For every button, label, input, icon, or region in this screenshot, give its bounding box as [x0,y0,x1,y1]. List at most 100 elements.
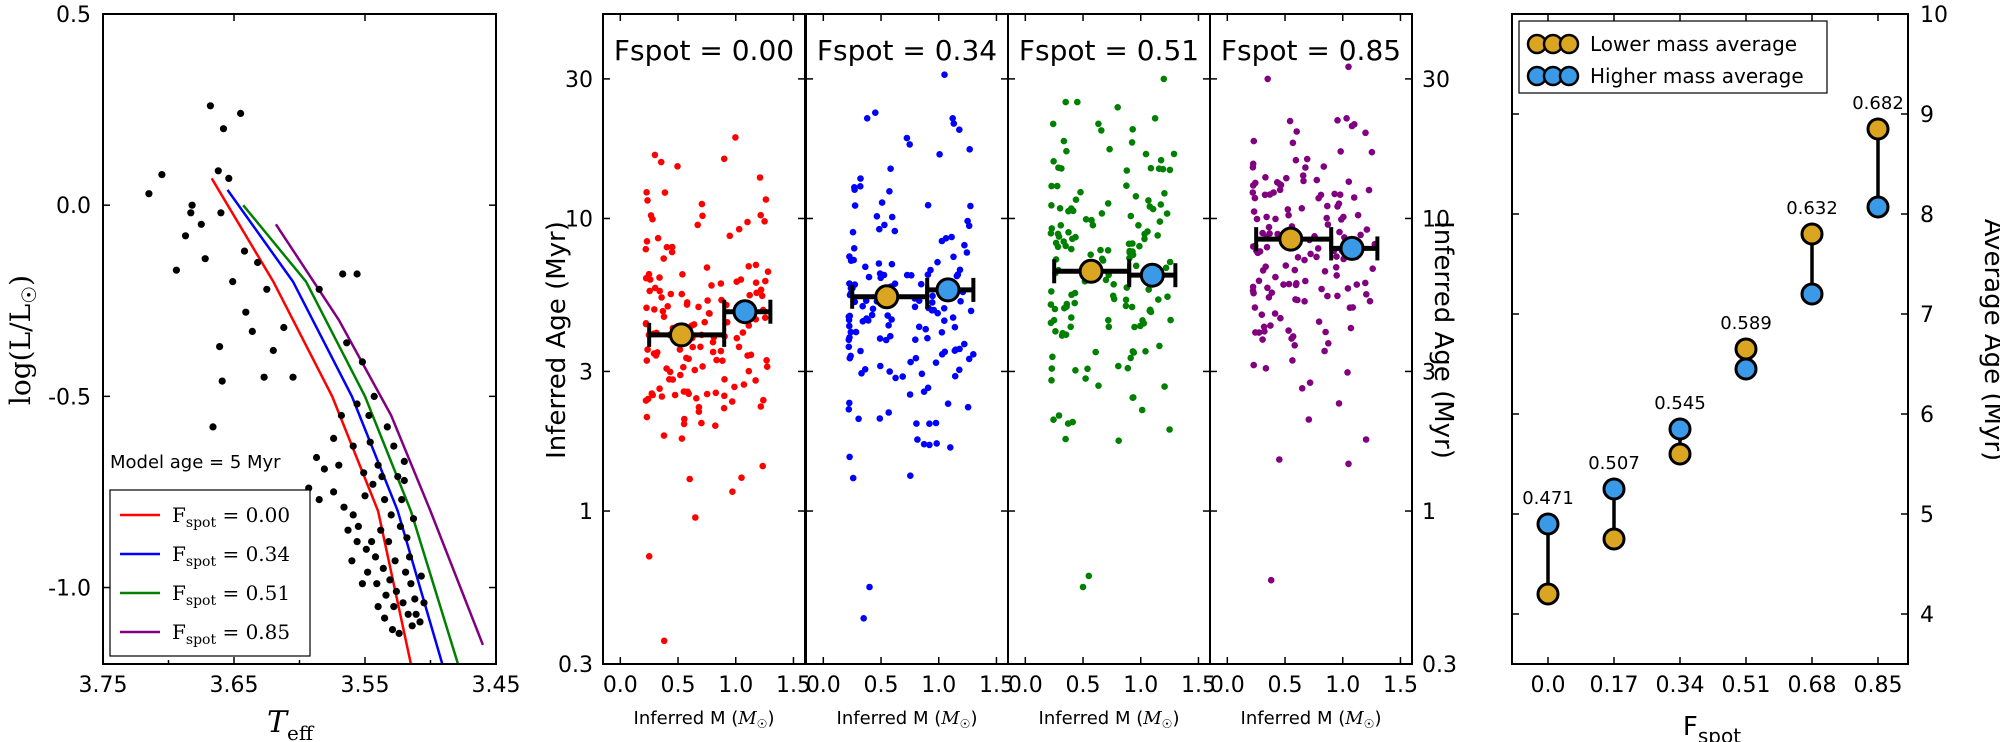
age-point [1264,284,1271,292]
age-xtick-label: 1.5 [1181,673,1216,698]
age-point [940,305,948,312]
age-point [1291,342,1298,349]
age-point [941,71,948,78]
age-point [1123,182,1130,189]
age-point [1354,211,1362,219]
age-point [752,377,759,384]
age-point [850,245,858,252]
hr-legend-label-1: Fspot = 0.34 [172,542,290,570]
age-point [965,222,973,230]
age-point [865,273,873,281]
age-point [728,398,736,405]
star-point [383,423,391,431]
age-point [686,475,693,483]
age-panel-frame [602,13,806,665]
hr-legend-prefix: F [172,581,186,605]
star-point [364,568,372,576]
higher-mass-average-point [1536,512,1560,536]
age-point [1271,310,1279,317]
age-xlabel-sun: ☉ [1162,717,1173,731]
age-point [1109,292,1117,300]
age-point [1127,212,1135,220]
age-point [1161,383,1168,390]
age-point [651,151,659,159]
age-point [1313,253,1320,261]
age-point [1336,228,1343,236]
age-point [1064,420,1072,427]
age-point [1147,164,1155,172]
age-point [644,197,651,204]
age-point [1305,416,1313,423]
age-point [1265,223,1273,231]
age-point [950,120,958,127]
age-point [733,334,741,342]
star-point [405,553,414,561]
age-ytick-label-left: 1 [579,500,593,525]
age-point [1345,178,1353,185]
age-point [1048,182,1055,190]
age-point [875,260,883,267]
star-point [403,534,411,542]
avg-legend-marker-0 [1558,33,1580,55]
age-point [956,126,963,133]
star-point [400,457,408,465]
age-point [1289,357,1296,364]
star-point [312,453,321,462]
age-xlabel-prefix: Inferred M ( [1241,708,1346,729]
star-point [407,580,415,588]
age-point [926,441,933,449]
age-point [1132,193,1140,200]
age-point [1149,205,1157,213]
star-point [368,538,376,546]
age-xlabel-m: M [1142,708,1162,729]
age-point [941,317,948,325]
age-point [888,260,896,268]
age-point [759,462,766,470]
age-point [884,312,891,319]
hr-xtick-label: 3.55 [341,673,390,698]
age-point [1299,172,1307,179]
age-xlabel-m: M [940,708,960,729]
star-point [382,591,390,599]
star-point [254,258,262,267]
age-point [849,228,857,236]
hr-legend-sub: spot [186,632,217,648]
star-point [181,232,190,240]
age-xtick-label: 1.5 [979,673,1014,698]
higher-mass-average-point [935,277,961,303]
age-point [1270,189,1277,196]
age-point [649,391,656,399]
age-point [654,349,661,356]
age-point [861,366,869,373]
age-point [1104,247,1112,254]
age-point [1294,253,1302,261]
age-point [1048,225,1056,232]
age-point [1251,194,1259,202]
age-point [1154,232,1161,239]
age-point [1128,139,1136,146]
age-xlabel-sun: ☉ [1364,717,1375,731]
hr-diagram-panel: 3.75 3.65 3.55 3.45 0.5 0.0 -0.5 -1.0 Model age… [4,3,520,742]
age-point [764,268,772,276]
age-point [1258,311,1266,319]
age-point [1049,120,1057,128]
age-point [1292,156,1300,164]
age-point [1325,340,1332,347]
star-point [337,411,345,420]
age-panel-title: Fspot = 0.51 [1019,34,1199,67]
age-xtick-label: 0.5 [1066,673,1101,698]
star-points [145,102,428,638]
age-point [934,258,941,266]
star-point [385,538,393,546]
age-point [660,255,667,262]
age-ytick-label-left: 0.3 [558,653,593,678]
age-point [847,257,855,265]
age-point [1156,218,1164,225]
age-ytick-label-left: 30 [565,68,593,93]
age-point [924,334,931,342]
age-point [643,413,651,421]
age-panel-title: Fspot = 0.00 [614,34,794,67]
age-point [1102,276,1110,284]
age-point [965,355,973,363]
